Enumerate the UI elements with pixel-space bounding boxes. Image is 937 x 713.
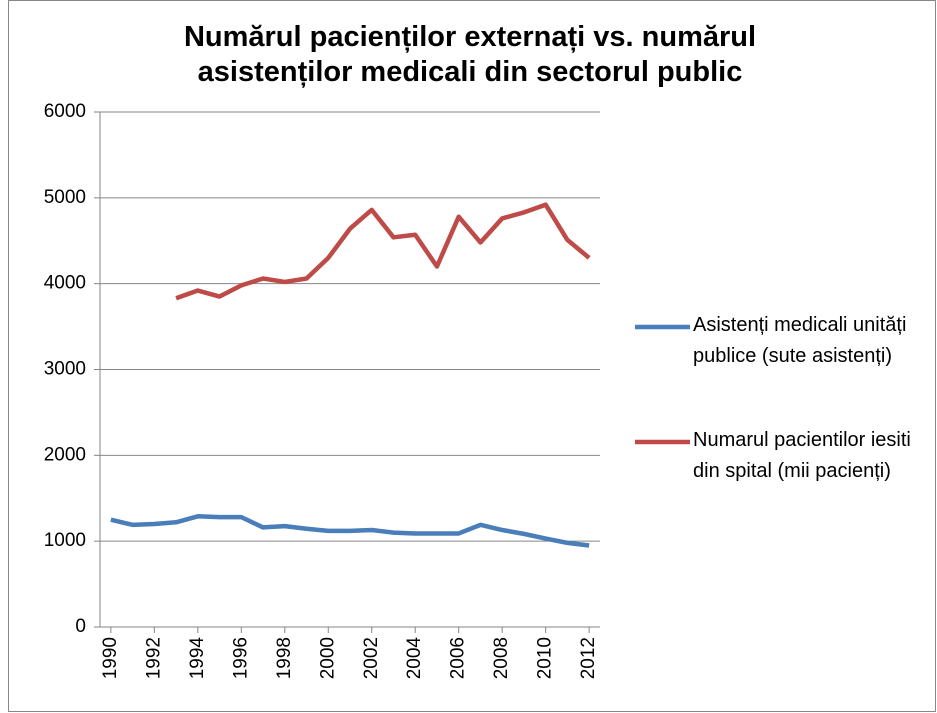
legend-label: Asistenți medicali unități publice (sute… xyxy=(693,314,907,367)
x-tick-label: 1998 xyxy=(274,637,295,679)
y-tick-label: 4000 xyxy=(44,273,86,294)
x-tick-label: 2008 xyxy=(491,637,512,679)
x-tick-label: 1994 xyxy=(187,637,208,680)
series-line xyxy=(175,202,591,301)
x-tick-label: 2004 xyxy=(404,637,425,680)
y-tick-label: 6000 xyxy=(44,101,86,122)
x-tick-label: 1990 xyxy=(100,637,121,679)
x-tick-label: 2002 xyxy=(361,637,382,679)
y-tick-label: 0 xyxy=(75,616,86,637)
y-tick-label: 2000 xyxy=(44,444,86,465)
y-tick-label: 1000 xyxy=(44,530,86,551)
legend-label: Numarul pacientilor iesiti din spital (m… xyxy=(693,429,911,482)
frame xyxy=(8,0,936,712)
x-tick-label: 2006 xyxy=(448,637,469,679)
series-line xyxy=(110,514,590,548)
x-tick-label: 2000 xyxy=(317,637,338,679)
y-tick-label: 5000 xyxy=(44,187,86,208)
x-tick-label: 2012 xyxy=(578,637,599,679)
y-tick-label: 3000 xyxy=(44,359,86,380)
chart-title: Numărul pacienților externați vs. număru… xyxy=(183,21,757,88)
x-tick-label: 1996 xyxy=(230,637,251,679)
x-tick-label: 2010 xyxy=(535,637,556,679)
x-tick-label: 1992 xyxy=(143,637,164,679)
